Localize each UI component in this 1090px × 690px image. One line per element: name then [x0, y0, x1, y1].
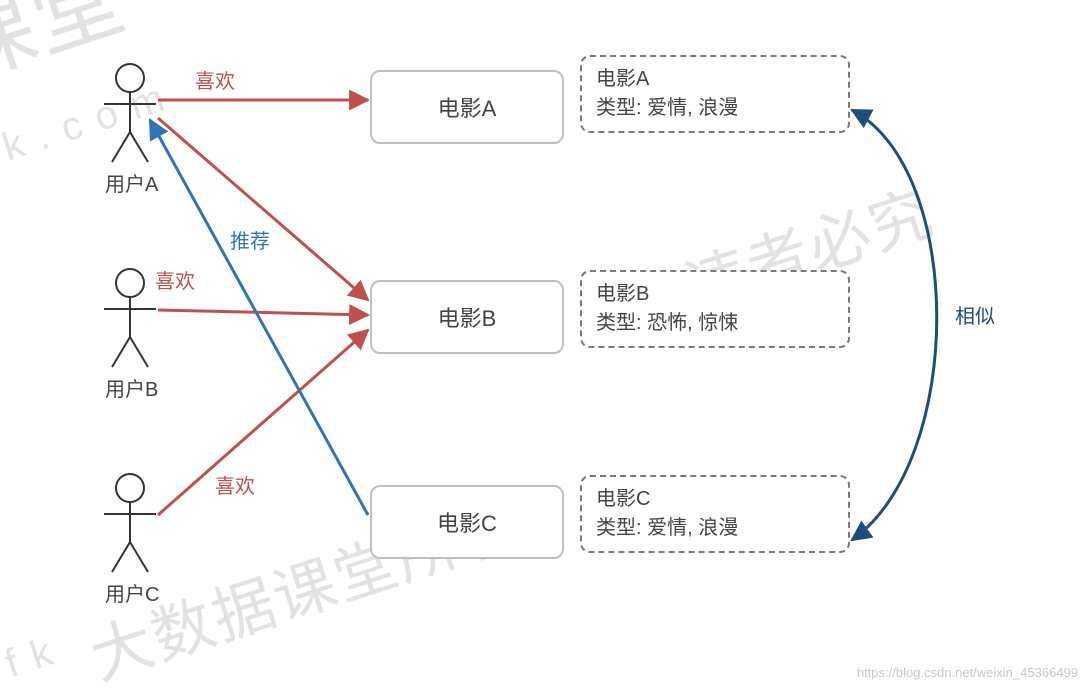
detail-a-node: 电影A 类型: 爱情, 浪漫	[580, 55, 850, 133]
edge-label-like-c: 喜欢	[215, 470, 255, 499]
edge-like-c-movieB	[158, 330, 368, 515]
detail-c-title: 电影C	[596, 485, 830, 514]
detail-c-node: 电影C 类型: 爱情, 浪漫	[580, 475, 850, 553]
edge-label-recommend: 推荐	[230, 225, 270, 254]
edge-recommend-movieC-userA	[150, 120, 368, 515]
edge-similar-a-c	[852, 110, 937, 540]
user-a-icon	[104, 64, 156, 162]
user-b-label: 用户B	[105, 373, 158, 402]
edge-label-like-a: 喜欢	[195, 65, 235, 94]
movie-a-label: 电影A	[438, 91, 497, 123]
movie-b-node: 电影B	[370, 280, 564, 354]
user-b-icon	[104, 269, 156, 367]
movie-b-label: 电影B	[438, 301, 497, 333]
user-c-icon	[104, 474, 156, 572]
user-a-label: 用户A	[105, 168, 158, 197]
detail-b-node: 电影B 类型: 恐怖, 惊悚	[580, 270, 850, 348]
detail-c-type: 类型: 爱情, 浪漫	[596, 514, 830, 543]
detail-b-type: 类型: 恐怖, 惊悚	[596, 309, 830, 338]
user-c-label: 用户C	[105, 578, 159, 607]
movie-c-label: 电影C	[437, 506, 497, 538]
detail-a-title: 电影A	[596, 65, 830, 94]
movie-a-node: 电影A	[370, 70, 564, 144]
detail-b-title: 电影B	[596, 280, 830, 309]
edge-label-like-b: 喜欢	[155, 265, 195, 294]
edge-label-similar: 相似	[955, 300, 995, 329]
movie-c-node: 电影C	[370, 485, 564, 559]
detail-a-type: 类型: 爱情, 浪漫	[596, 94, 830, 123]
watermark-url: https://blog.csdn.net/weixin_45366499	[857, 665, 1078, 680]
edge-like-b-movieB	[158, 310, 368, 315]
